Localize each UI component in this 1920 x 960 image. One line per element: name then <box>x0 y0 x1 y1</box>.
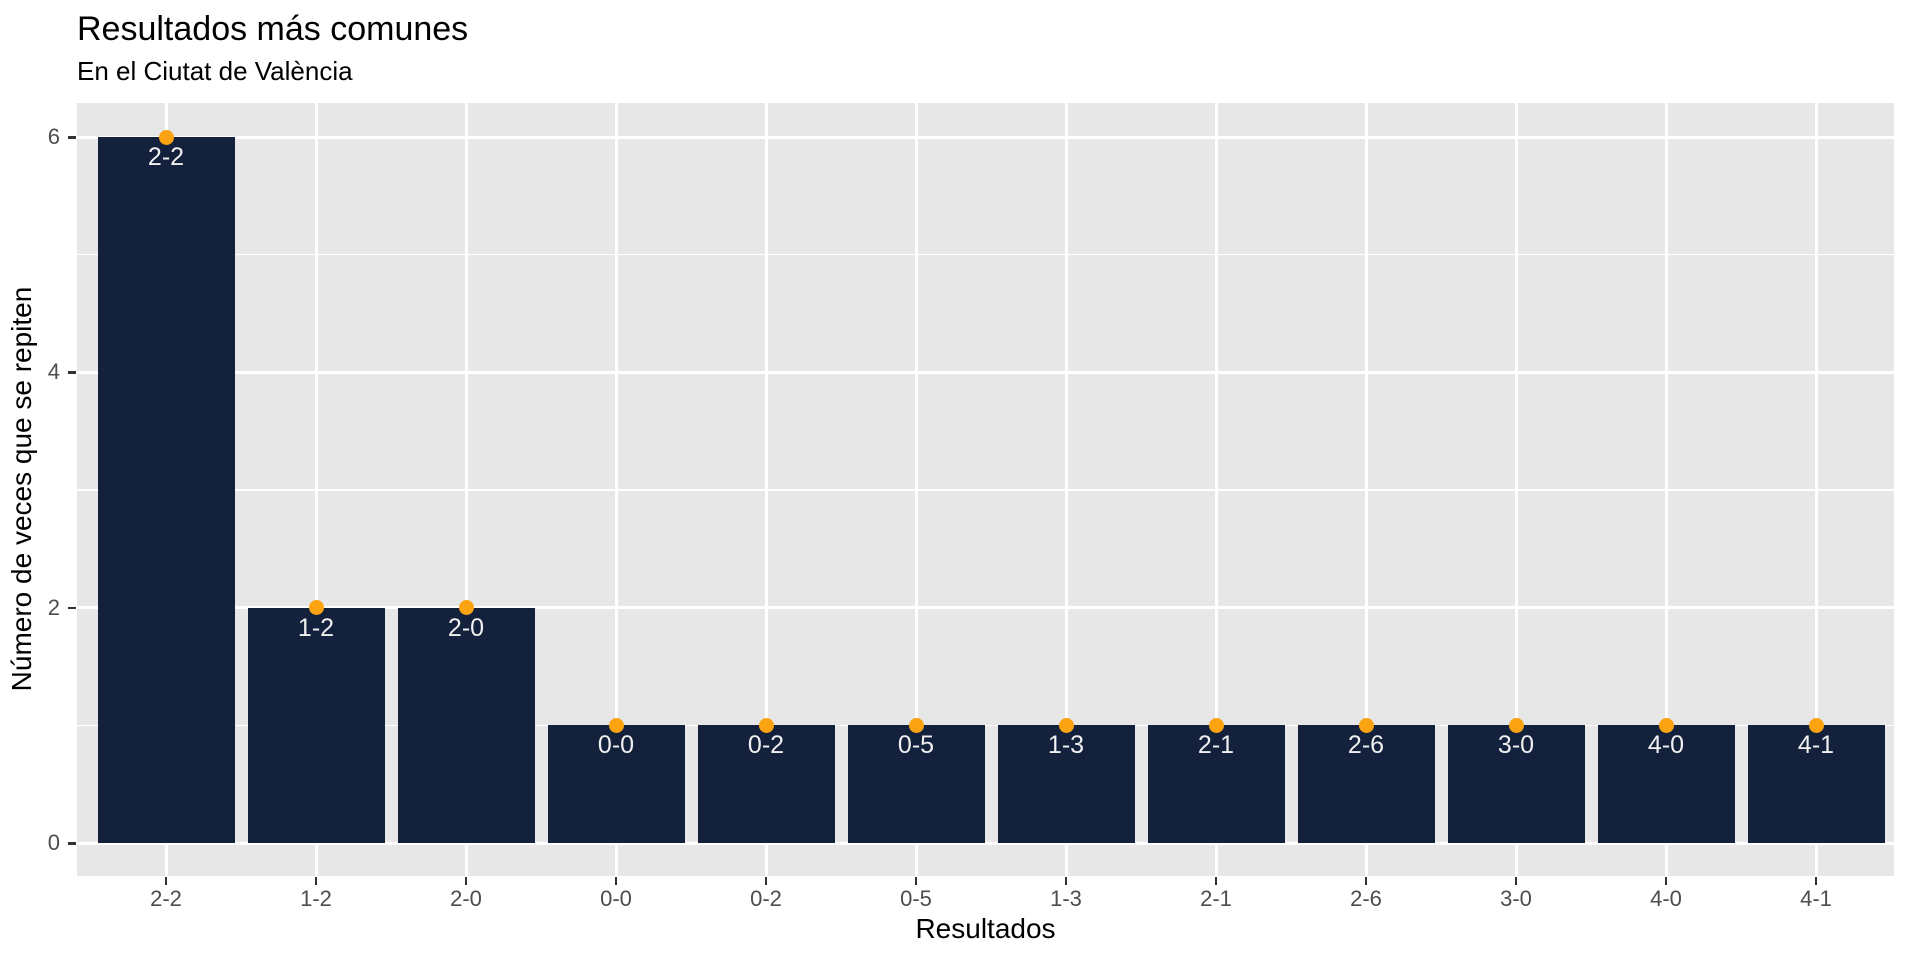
bar-label: 2-6 <box>1347 731 1385 760</box>
gridline-vertical <box>1514 103 1518 876</box>
bar-label: 1-3 <box>1047 731 1085 760</box>
data-point-dot <box>1508 717 1524 733</box>
x-tick-mark <box>1664 877 1668 885</box>
y-tick-label: 0 <box>47 830 60 855</box>
bar-label: 0-5 <box>897 731 935 760</box>
gridline-vertical <box>314 103 318 876</box>
bar-label: 2-0 <box>447 613 485 642</box>
data-point-dot <box>1058 717 1074 733</box>
y-tick-label: 2 <box>47 594 60 620</box>
gridline-vertical <box>1664 103 1668 876</box>
x-tick-label: 2-1 <box>1200 886 1232 911</box>
data-point-dot <box>908 717 924 733</box>
gridline-minor-horizontal <box>77 253 1894 256</box>
data-point-dot <box>1658 717 1674 733</box>
bar <box>1447 725 1585 843</box>
gridline-major-horizontal <box>77 370 1894 374</box>
bar <box>1597 725 1735 843</box>
gridline-minor-horizontal <box>77 489 1894 491</box>
y-tick-label: 4 <box>47 359 60 385</box>
gridline-vertical <box>1364 103 1368 876</box>
bar <box>1297 725 1435 843</box>
gridline-minor-horizontal <box>77 724 1894 727</box>
bar-label: 3-0 <box>1497 731 1535 760</box>
gridline-vertical <box>1814 103 1818 876</box>
x-axis-title: Resultados <box>915 913 1056 944</box>
gridline-vertical <box>764 103 768 876</box>
gridline-vertical <box>1064 103 1068 876</box>
y-tick-mark <box>68 136 76 139</box>
y-tick-label: 6 <box>47 124 60 149</box>
x-tick-label: 0-5 <box>900 886 932 911</box>
bar <box>1147 725 1285 843</box>
gridline-vertical <box>464 103 468 876</box>
data-point-dot <box>608 717 624 733</box>
x-tick-label: 1-2 <box>300 886 332 911</box>
chart-subtitle: En el Ciutat de València <box>77 56 353 86</box>
y-tick-mark <box>68 842 76 845</box>
bar <box>97 137 235 843</box>
x-tick-label: 4-0 <box>1650 886 1682 911</box>
x-tick-mark <box>614 877 618 885</box>
x-tick-mark <box>764 877 768 885</box>
data-point-dot <box>758 717 774 733</box>
x-tick-mark <box>1364 877 1368 885</box>
bar <box>847 725 985 843</box>
data-point-dot <box>1358 717 1374 733</box>
bar-label: 1-2 <box>297 613 335 642</box>
x-tick-mark <box>914 877 918 885</box>
bar <box>397 607 535 843</box>
x-tick-mark <box>314 877 318 885</box>
x-tick-mark <box>464 877 468 885</box>
data-point-dot <box>1808 717 1824 733</box>
x-tick-label: 3-0 <box>1500 886 1532 911</box>
bar-label: 0-0 <box>597 731 635 760</box>
bar-label: 2-2 <box>147 143 185 171</box>
bar <box>997 725 1135 843</box>
x-tick-label: 4-1 <box>1800 886 1832 911</box>
bar <box>547 725 685 843</box>
gridline-vertical <box>1214 103 1218 876</box>
x-tick-label: 2-2 <box>150 886 182 911</box>
gridline-vertical <box>914 103 918 876</box>
bar <box>247 607 385 843</box>
bar-label: 4-1 <box>1797 731 1835 760</box>
y-tick-mark <box>68 371 76 374</box>
chart-title: Resultados más comunes <box>77 10 469 48</box>
data-point-dot <box>458 600 474 616</box>
x-tick-label: 0-2 <box>750 886 782 911</box>
y-tick-mark <box>68 606 76 610</box>
x-tick-label: 2-6 <box>1350 886 1382 911</box>
gridline-major-horizontal <box>77 606 1894 610</box>
gridline-major-horizontal <box>77 841 1894 845</box>
data-point-dot <box>1208 717 1224 733</box>
x-tick-label: 1-3 <box>1050 886 1082 911</box>
bar-label: 2-1 <box>1197 731 1235 760</box>
bar-label: 0-2 <box>747 731 785 760</box>
y-axis-title: Número de veces que se repiten <box>6 286 37 692</box>
x-tick-mark <box>1814 877 1818 885</box>
bar-label: 4-0 <box>1647 731 1685 760</box>
x-tick-mark <box>1214 877 1218 885</box>
x-tick-mark <box>164 877 168 885</box>
x-tick-mark <box>1064 877 1068 885</box>
x-tick-label: 0-0 <box>600 886 632 911</box>
bar <box>1747 725 1885 843</box>
x-tick-mark <box>1514 877 1518 885</box>
gridline-major-horizontal <box>77 135 1894 139</box>
data-point-dot <box>158 129 174 145</box>
gridline-vertical <box>614 103 618 876</box>
data-point-dot <box>308 600 324 616</box>
bar <box>697 725 835 843</box>
x-tick-label: 2-0 <box>450 886 482 911</box>
